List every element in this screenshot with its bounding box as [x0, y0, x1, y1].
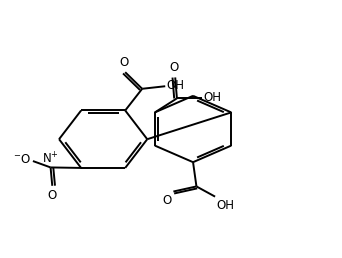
- Text: O: O: [119, 56, 128, 69]
- Text: O: O: [48, 189, 57, 202]
- Text: $^{-}$O: $^{-}$O: [13, 153, 31, 166]
- Text: OH: OH: [216, 199, 234, 212]
- Text: OH: OH: [166, 79, 184, 92]
- Text: O: O: [169, 61, 178, 74]
- Text: N$^{+}$: N$^{+}$: [42, 151, 60, 166]
- Text: O: O: [162, 194, 172, 207]
- Text: OH: OH: [203, 91, 221, 104]
